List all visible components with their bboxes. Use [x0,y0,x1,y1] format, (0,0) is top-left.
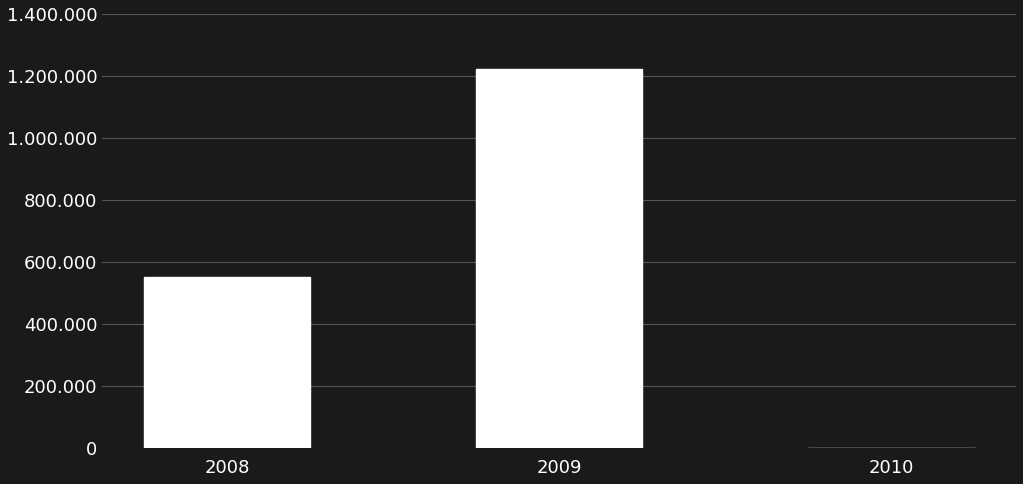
Bar [144,277,310,448]
Bar [476,69,642,448]
